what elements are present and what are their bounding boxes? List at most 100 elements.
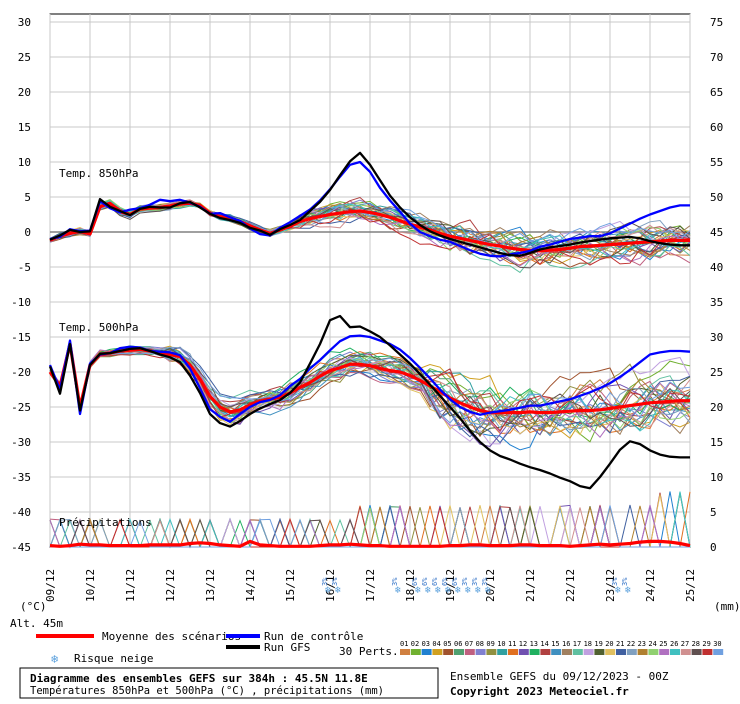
member-color-swatch (454, 649, 464, 655)
x-date-label: 15/12 (284, 569, 297, 602)
right-tick-label: 45 (710, 226, 723, 239)
legend-snow-label: Risque neige (74, 652, 153, 665)
member-number: 24 (648, 640, 656, 648)
member-line-500 (49, 344, 691, 423)
snow-risk-icon: ❄ (415, 585, 422, 596)
member-number: 23 (638, 640, 646, 648)
member-color-swatch (648, 649, 659, 655)
series-line (48, 334, 691, 423)
member-color-swatch (443, 649, 454, 655)
member-color-swatch (670, 649, 680, 655)
member-legend: 01 02 03 04 05 06 07 08 09 10 11 12 13 14 15 16 17 18 19 20… (400, 640, 724, 655)
right-tick-label: 25 (710, 366, 723, 379)
member-color-swatch (432, 649, 443, 655)
member-number: 25 (659, 640, 667, 648)
left-tick-label: -5 (18, 261, 31, 274)
member-number: 19 (594, 640, 602, 648)
member-number: 13 (530, 640, 538, 648)
right-tick-label: 30 (710, 331, 723, 344)
left-tick-label: -30 (11, 436, 31, 449)
snow-risk-percent: 3% (621, 577, 629, 586)
left-tick-label: -15 (11, 331, 31, 344)
member-number: 05 (443, 640, 451, 648)
member-number: 20 (605, 640, 613, 648)
member-color-swatch (540, 649, 551, 655)
snow-risk-icon: ❄ (455, 585, 462, 596)
snow-risk-icon: ❄ (485, 585, 492, 596)
left-tick-label: 15 (18, 121, 31, 134)
snow-risk-icon: ❄ (335, 585, 342, 596)
member-color-swatch (464, 649, 475, 655)
legend-mean-label: Moyenne des scénarios (102, 630, 241, 643)
left-tick-label: 20 (18, 86, 31, 99)
x-axis: 09/12 10/12 11/12 12/12 13/12 14/12 15/12 16/12… (44, 569, 697, 602)
x-date-label: 22/12 (564, 569, 577, 602)
member-number: 21 (616, 640, 624, 648)
member-color-swatch (680, 649, 691, 655)
member-number: 09 (486, 640, 494, 648)
member-line-850 (49, 200, 691, 260)
copyright: Copyright 2023 Meteociel.fr (450, 685, 629, 698)
snow-risk-percent: 6% (411, 577, 419, 586)
member-color-swatch (659, 649, 670, 655)
member-number: 27 (681, 640, 689, 648)
member-color-swatch (637, 649, 648, 655)
member-number: 16 (562, 640, 570, 648)
snow-risk-percent: 3% (611, 577, 619, 586)
right-tick-label: 50 (710, 191, 723, 204)
x-date-label: 14/12 (244, 569, 257, 602)
member-color-swatch (486, 649, 497, 655)
member-color-swatch (508, 649, 518, 655)
snow-risk-icon: ❄ (395, 585, 402, 596)
legend-control-label: Run de contrôle (264, 630, 363, 643)
x-date-label: 23/12 (604, 569, 617, 602)
member-number: 03 (422, 640, 430, 648)
member-color-swatch (605, 649, 616, 655)
x-date-label: 13/12 (204, 569, 217, 602)
right-tick-label: 60 (710, 121, 723, 134)
snow-risk-markers: 3%❄3%❄3%❄6%❄6%❄6%❄6%❄6%❄3%❄3%❄3%❄3%❄3%❄ (321, 577, 632, 596)
snow-risk-percent: 6% (421, 577, 429, 586)
member-number: 17 (573, 640, 581, 648)
member-number: 26 (670, 640, 678, 648)
series-line (49, 539, 691, 548)
x-date-label: 18/12 (404, 569, 417, 602)
x-date-label: 19/12 (444, 569, 457, 602)
member-number: 22 (627, 640, 635, 648)
right-tick-label: 10 (710, 471, 723, 484)
member-color-swatch (713, 649, 724, 655)
snowflake-icon: ❄ (51, 652, 58, 666)
snow-risk-percent: 3% (391, 577, 399, 586)
altitude-label: Alt. 45m (10, 617, 63, 630)
snow-risk-percent: 6% (431, 577, 439, 586)
member-number: 18 (584, 640, 592, 648)
snow-risk-percent: 3% (481, 577, 489, 586)
member-color-swatch (421, 649, 432, 655)
x-date-label: 24/12 (644, 569, 657, 602)
right-tick-label: 70 (710, 51, 723, 64)
snow-risk-icon: ❄ (445, 585, 452, 596)
x-date-label: 11/12 (124, 569, 137, 602)
snow-risk-percent: 3% (321, 577, 329, 586)
member-color-swatch (594, 649, 605, 655)
left-unit: (°C) (20, 600, 47, 613)
member-color-swatch (529, 649, 540, 655)
left-tick-label: 30 (18, 16, 31, 29)
left-tick-label: -35 (11, 471, 31, 484)
member-number: 15 (551, 640, 559, 648)
label-temp-850: Temp. 850hPa (59, 167, 138, 180)
member-color-swatch (583, 649, 594, 655)
member-color-swatch (475, 649, 486, 655)
member-color-swatch (410, 649, 421, 655)
member-number: 06 (454, 640, 462, 648)
snow-risk-percent: 3% (331, 577, 339, 586)
right-tick-label: 5 (710, 506, 717, 519)
right-tick-label: 65 (710, 86, 723, 99)
snow-risk-percent: 6% (451, 577, 459, 586)
left-tick-label: 25 (18, 51, 31, 64)
x-date-label: 09/12 (44, 569, 57, 602)
member-number: 28 (692, 640, 700, 648)
label-temp-500: Temp. 500hPa (59, 321, 138, 334)
main-series (48, 151, 691, 548)
